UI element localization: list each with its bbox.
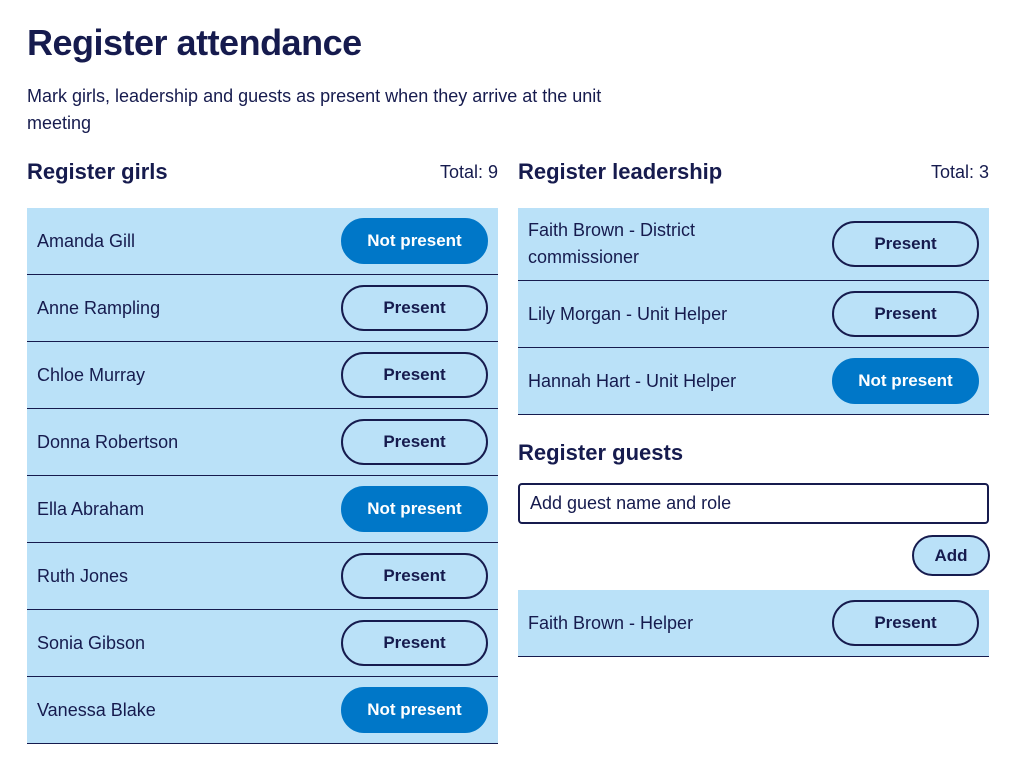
add-guest-button[interactable]: Add — [912, 535, 990, 576]
present-button[interactable]: Present — [341, 620, 488, 666]
present-button[interactable]: Present — [341, 285, 488, 331]
attendee-name: Ruth Jones — [37, 565, 129, 586]
attendee-name: Faith Brown - Helper — [528, 612, 694, 633]
attendee-name: Lily Morgan - Unit Helper — [528, 303, 728, 324]
list-item: Ella Abraham Not present — [27, 476, 498, 543]
not-present-button[interactable]: Not present — [341, 218, 488, 264]
attendee-name: Donna Robertson — [37, 431, 179, 452]
present-button[interactable]: Present — [341, 419, 488, 465]
attendee-name: Amanda Gill — [37, 230, 136, 251]
list-item: Sonia Gibson Present — [27, 610, 498, 677]
not-present-button[interactable]: Not present — [832, 358, 979, 404]
attendee-name: Hannah Hart - Unit Helper — [528, 370, 737, 391]
list-item: Anne Rampling Present — [27, 275, 498, 342]
list-item: Faith Brown - Helper Present — [518, 590, 989, 657]
list-item: Donna Robertson Present — [27, 409, 498, 476]
girls-heading: Register girls — [27, 159, 168, 184]
list-item: Ruth Jones Present — [27, 543, 498, 610]
present-button[interactable]: Present — [832, 291, 979, 337]
present-button[interactable]: Present — [341, 352, 488, 398]
attendee-name: Vanessa Blake — [37, 699, 156, 720]
list-item: Lily Morgan - Unit Helper Present — [518, 281, 989, 348]
girls-list: Amanda Gill Not present Anne Rampling Prese… — [27, 208, 498, 744]
page-subtitle: Mark girls, leadership and guests as pre… — [27, 86, 602, 133]
attendee-name: Anne Rampling — [37, 297, 161, 318]
present-button[interactable]: Present — [832, 600, 979, 646]
attendee-name: Ella Abraham — [37, 498, 145, 519]
not-present-button[interactable]: Not present — [341, 486, 488, 532]
guests-list: Faith Brown - Helper Present — [518, 590, 989, 657]
guest-name-input[interactable] — [518, 483, 989, 524]
present-button[interactable]: Present — [341, 553, 488, 599]
girls-header: Register girls Total: 9 — [27, 158, 498, 186]
list-item: Amanda Gill Not present — [27, 208, 498, 275]
leadership-list: Faith Brown - District commissioner Prese… — [518, 208, 989, 415]
not-present-button[interactable]: Not present — [341, 687, 488, 733]
leadership-header: Register leadership Total: 3 — [518, 158, 989, 186]
girls-total: Total: 9 — [439, 161, 498, 182]
list-item: Chloe Murray Present — [27, 342, 498, 409]
leadership-register: Register leadership Total: 3 Faith Brown… — [518, 158, 989, 415]
leadership-heading: Register leadership — [518, 159, 723, 184]
list-item: Vanessa Blake Not present — [27, 677, 498, 744]
attendee-name: Chloe Murray — [37, 364, 146, 385]
attendee-name: Faith Brown - District commissioner — [528, 220, 696, 267]
list-item: Hannah Hart - Unit Helper Not present — [518, 348, 989, 415]
leadership-total: Total: 3 — [930, 161, 989, 182]
attendee-name: Sonia Gibson — [37, 632, 146, 653]
page-title: Register attendance — [27, 22, 362, 63]
list-item: Faith Brown - District commissioner Prese… — [518, 208, 989, 281]
girls-register: Register girls Total: 9 Amanda Gill Not p… — [27, 158, 498, 744]
guests-heading: Register guests — [518, 440, 684, 465]
present-button[interactable]: Present — [832, 221, 979, 267]
